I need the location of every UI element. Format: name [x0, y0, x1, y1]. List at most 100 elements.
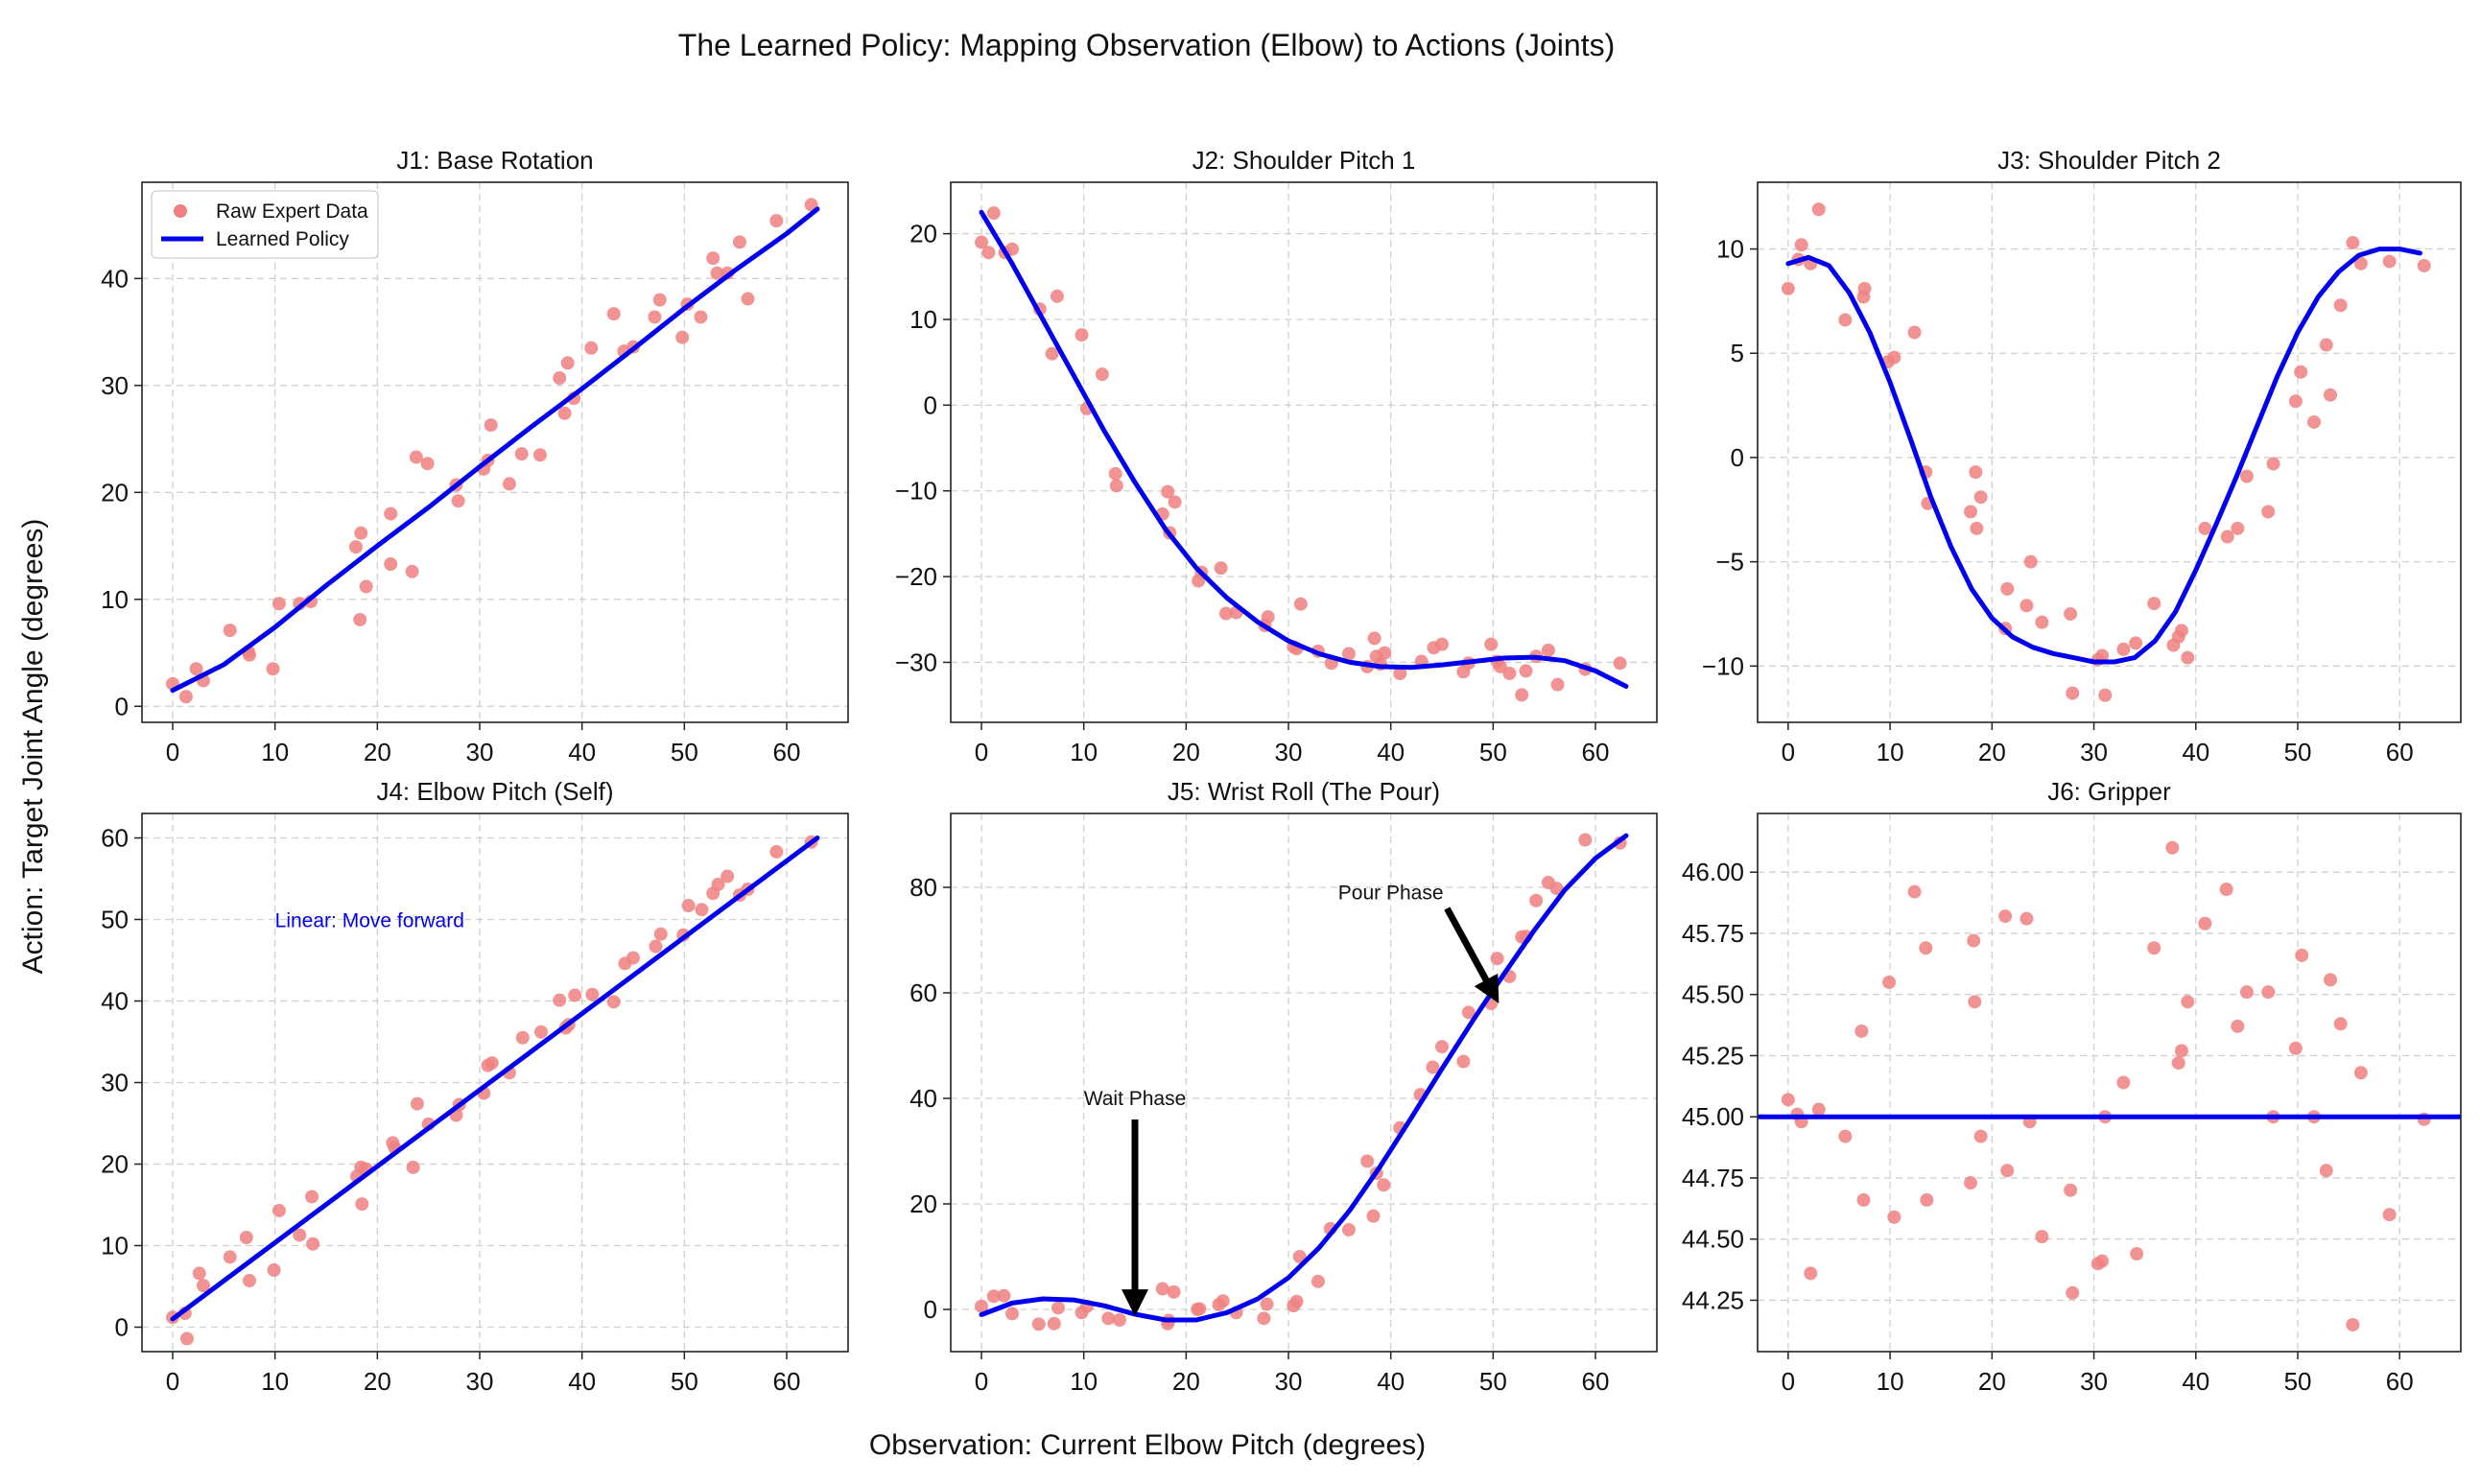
- data-point: [560, 356, 575, 370]
- data-point: [2019, 911, 2034, 926]
- data-point: [649, 939, 663, 954]
- policy-line: [170, 836, 820, 1322]
- arrow-label: Pour Phase: [1338, 883, 1444, 905]
- data-point: [2266, 457, 2280, 471]
- data-point: [359, 579, 373, 594]
- x-tick-label: 30: [2080, 1367, 2108, 1396]
- data-point: [2231, 1019, 2245, 1033]
- data-point: [2147, 941, 2161, 955]
- y-tick-label: 0: [924, 390, 937, 419]
- y-tick-label: 60: [909, 978, 937, 1007]
- data-point: [997, 1288, 1011, 1303]
- y-tick-label: 20: [909, 1190, 937, 1218]
- data-point: [1360, 1154, 1375, 1168]
- x-tick-label: 50: [671, 738, 698, 766]
- y-tick-label: 0: [115, 1313, 129, 1342]
- data-point: [1456, 1054, 1471, 1069]
- data-point: [1887, 350, 1901, 365]
- data-point: [1964, 505, 1978, 519]
- data-point: [1341, 647, 1356, 661]
- data-point: [1882, 975, 1897, 989]
- data-point: [1781, 281, 1795, 295]
- grid: [1758, 813, 2461, 1352]
- data-point: [1367, 631, 1382, 646]
- x-tick-label: 30: [1275, 738, 1303, 766]
- data-point: [1578, 833, 1593, 847]
- data-point: [975, 1299, 988, 1313]
- data-point: [1214, 561, 1228, 576]
- x-tick-label: 40: [2182, 738, 2209, 766]
- legend-marker-scatter: [174, 204, 187, 218]
- x-tick-label: 50: [1479, 1367, 1507, 1396]
- data-point: [1161, 484, 1175, 499]
- y-tick-label: 40: [101, 264, 129, 293]
- data-point: [2261, 985, 2276, 1000]
- data-point: [1366, 1209, 1381, 1223]
- y-tick-label: 45.25: [1682, 1041, 1744, 1070]
- data-point: [710, 266, 724, 280]
- figure-xlabel: Observation: Current Elbow Pitch (degree…: [869, 1429, 1426, 1461]
- data-point: [1907, 325, 1922, 340]
- data-point: [585, 987, 600, 1001]
- data-point: [179, 1331, 194, 1346]
- data-point: [272, 597, 286, 611]
- data-point: [1856, 1192, 1871, 1207]
- data-point: [1550, 677, 1565, 692]
- data-point: [1968, 995, 1982, 1009]
- data-point: [2130, 1247, 2144, 1260]
- data-point: [2382, 254, 2397, 269]
- data-point: [694, 310, 708, 324]
- phase-annotation: Wait Phase: [1084, 1088, 1187, 1317]
- data-point: [1794, 238, 1808, 252]
- x-tick-label: 10: [261, 738, 289, 766]
- x-tick-label: 30: [466, 738, 494, 766]
- data-point: [1426, 1060, 1440, 1074]
- data-point: [2417, 258, 2431, 272]
- scatter-series: [1781, 840, 2431, 1331]
- data-point: [2288, 394, 2303, 409]
- data-point: [1502, 667, 1517, 681]
- data-point: [1519, 664, 1533, 678]
- data-point: [532, 448, 547, 462]
- x-tick-label: 50: [1479, 738, 1507, 766]
- data-point: [553, 993, 567, 1007]
- data-point: [1907, 884, 1922, 899]
- data-point: [1549, 882, 1564, 896]
- y-tick-label: 0: [924, 1295, 937, 1324]
- x-tick-label: 10: [261, 1367, 289, 1396]
- data-point: [1541, 643, 1555, 657]
- data-point: [267, 1263, 281, 1277]
- scatter-series: [166, 198, 818, 704]
- x-tick-label: 0: [166, 738, 179, 766]
- data-point: [2319, 1164, 2333, 1178]
- arrow-label: Wait Phase: [1084, 1088, 1187, 1110]
- x-tick-label: 40: [1377, 1367, 1405, 1396]
- data-point: [515, 1030, 530, 1045]
- figure-ylabel: Action: Target Joint Angle (degrees): [17, 519, 49, 975]
- data-point: [804, 198, 818, 212]
- x-tick-label: 60: [1582, 1367, 1610, 1396]
- subplot-title: J4: Elbow Pitch (Self): [376, 777, 613, 806]
- data-point: [406, 1160, 420, 1174]
- data-point: [675, 330, 690, 344]
- phase-annotation: Pour Phase: [1338, 883, 1500, 1004]
- y-tick-label: 45.50: [1682, 980, 1744, 1009]
- subplot-title: J3: Shoulder Pitch 2: [1997, 146, 2221, 175]
- x-tick-label: 10: [1070, 1367, 1098, 1396]
- scatter-series: [975, 206, 1627, 702]
- data-point: [1964, 1176, 1978, 1190]
- legend: Raw Expert Data Learned Policy: [151, 190, 379, 259]
- y-tick-label: 0: [1731, 443, 1744, 472]
- axes-frame: [1757, 181, 2462, 723]
- data-point: [2116, 1075, 2131, 1090]
- data-point: [2288, 1041, 2303, 1055]
- data-point: [1998, 909, 2013, 924]
- data-point: [606, 307, 621, 321]
- data-point: [720, 869, 735, 883]
- policy-line: [170, 206, 820, 694]
- data-point: [981, 246, 996, 260]
- x-tick-label: 60: [1582, 738, 1610, 766]
- data-point: [1045, 346, 1059, 361]
